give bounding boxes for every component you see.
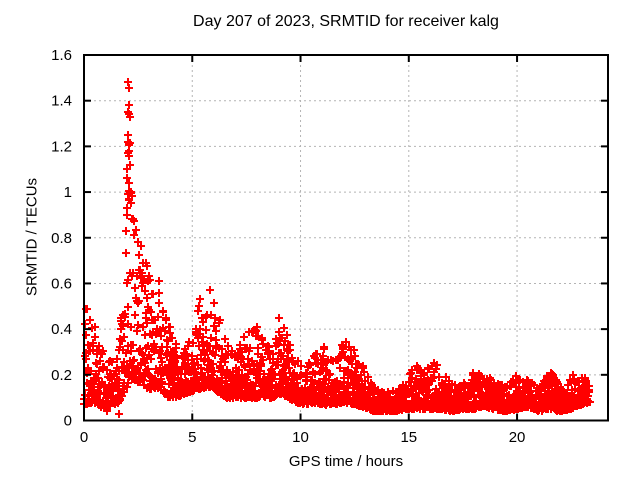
y-tick-label: 1.4	[51, 93, 72, 110]
chart-title: Day 207 of 2023, SRMTID for receiver kal…	[193, 13, 499, 30]
x-tick-label: 10	[292, 429, 309, 446]
y-tick-label: 0.8	[51, 230, 72, 247]
x-tick-label: 5	[188, 429, 196, 446]
y-tick-label: 0.2	[51, 367, 72, 384]
x-tick-label: 15	[400, 429, 417, 446]
y-tick-label: 0.4	[51, 321, 72, 338]
y-tick-label: 1.6	[51, 47, 72, 64]
x-tick-label: 20	[509, 429, 526, 446]
y-axis-label: SRMTID / TECUs	[23, 177, 41, 297]
plot-border	[83, 54, 609, 422]
y-tick-label: 1	[64, 184, 72, 201]
y-tick-label: 0.6	[51, 275, 72, 292]
y-tick-label: 1.2	[51, 138, 72, 155]
x-tick-label: 0	[80, 429, 88, 446]
y-tick-label: 0	[64, 413, 72, 430]
x-axis-label: GPS time / hours	[288, 453, 404, 470]
